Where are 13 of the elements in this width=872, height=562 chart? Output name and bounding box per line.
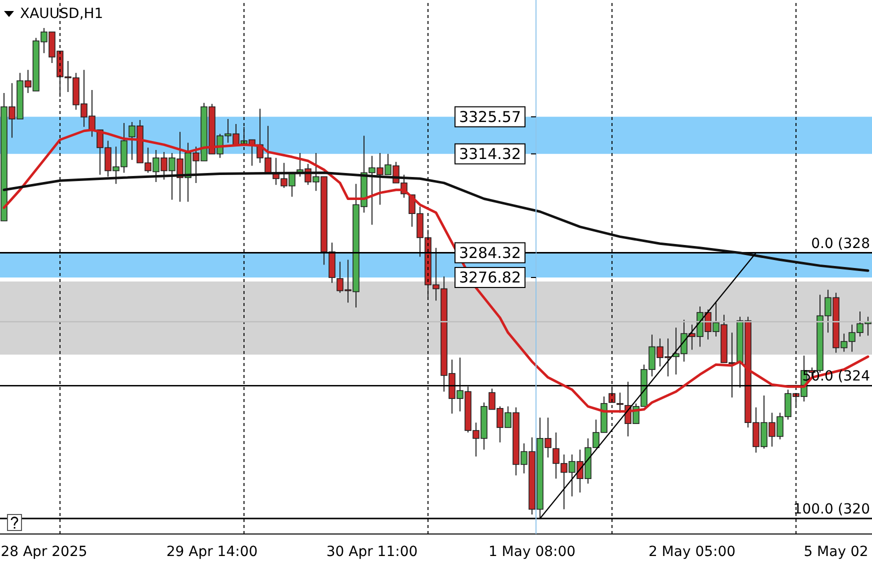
x-tick-label: 29 Apr 14:00 [166,544,258,560]
y-tick-label: 3284.32 [458,244,521,262]
x-tick-label: 1 May 08:00 [488,544,576,560]
x-tick-label: 5 May 02 [804,544,868,560]
annotation: 0.0 (328 [811,236,870,252]
y-tick-label: 3276.82 [458,268,521,286]
x-tick-label: 30 Apr 11:00 [326,544,418,560]
y-tick-label: 3325.57 [458,108,521,126]
x-tick-label: 28 Apr 2025 [0,544,88,560]
x-tick-label: 2 May 05:00 [648,544,736,560]
y-tick-label: 3314.32 [458,144,521,163]
chart-title: XAUUSD,H1 [20,6,104,22]
annotation: 100.0 (320 [793,502,870,518]
